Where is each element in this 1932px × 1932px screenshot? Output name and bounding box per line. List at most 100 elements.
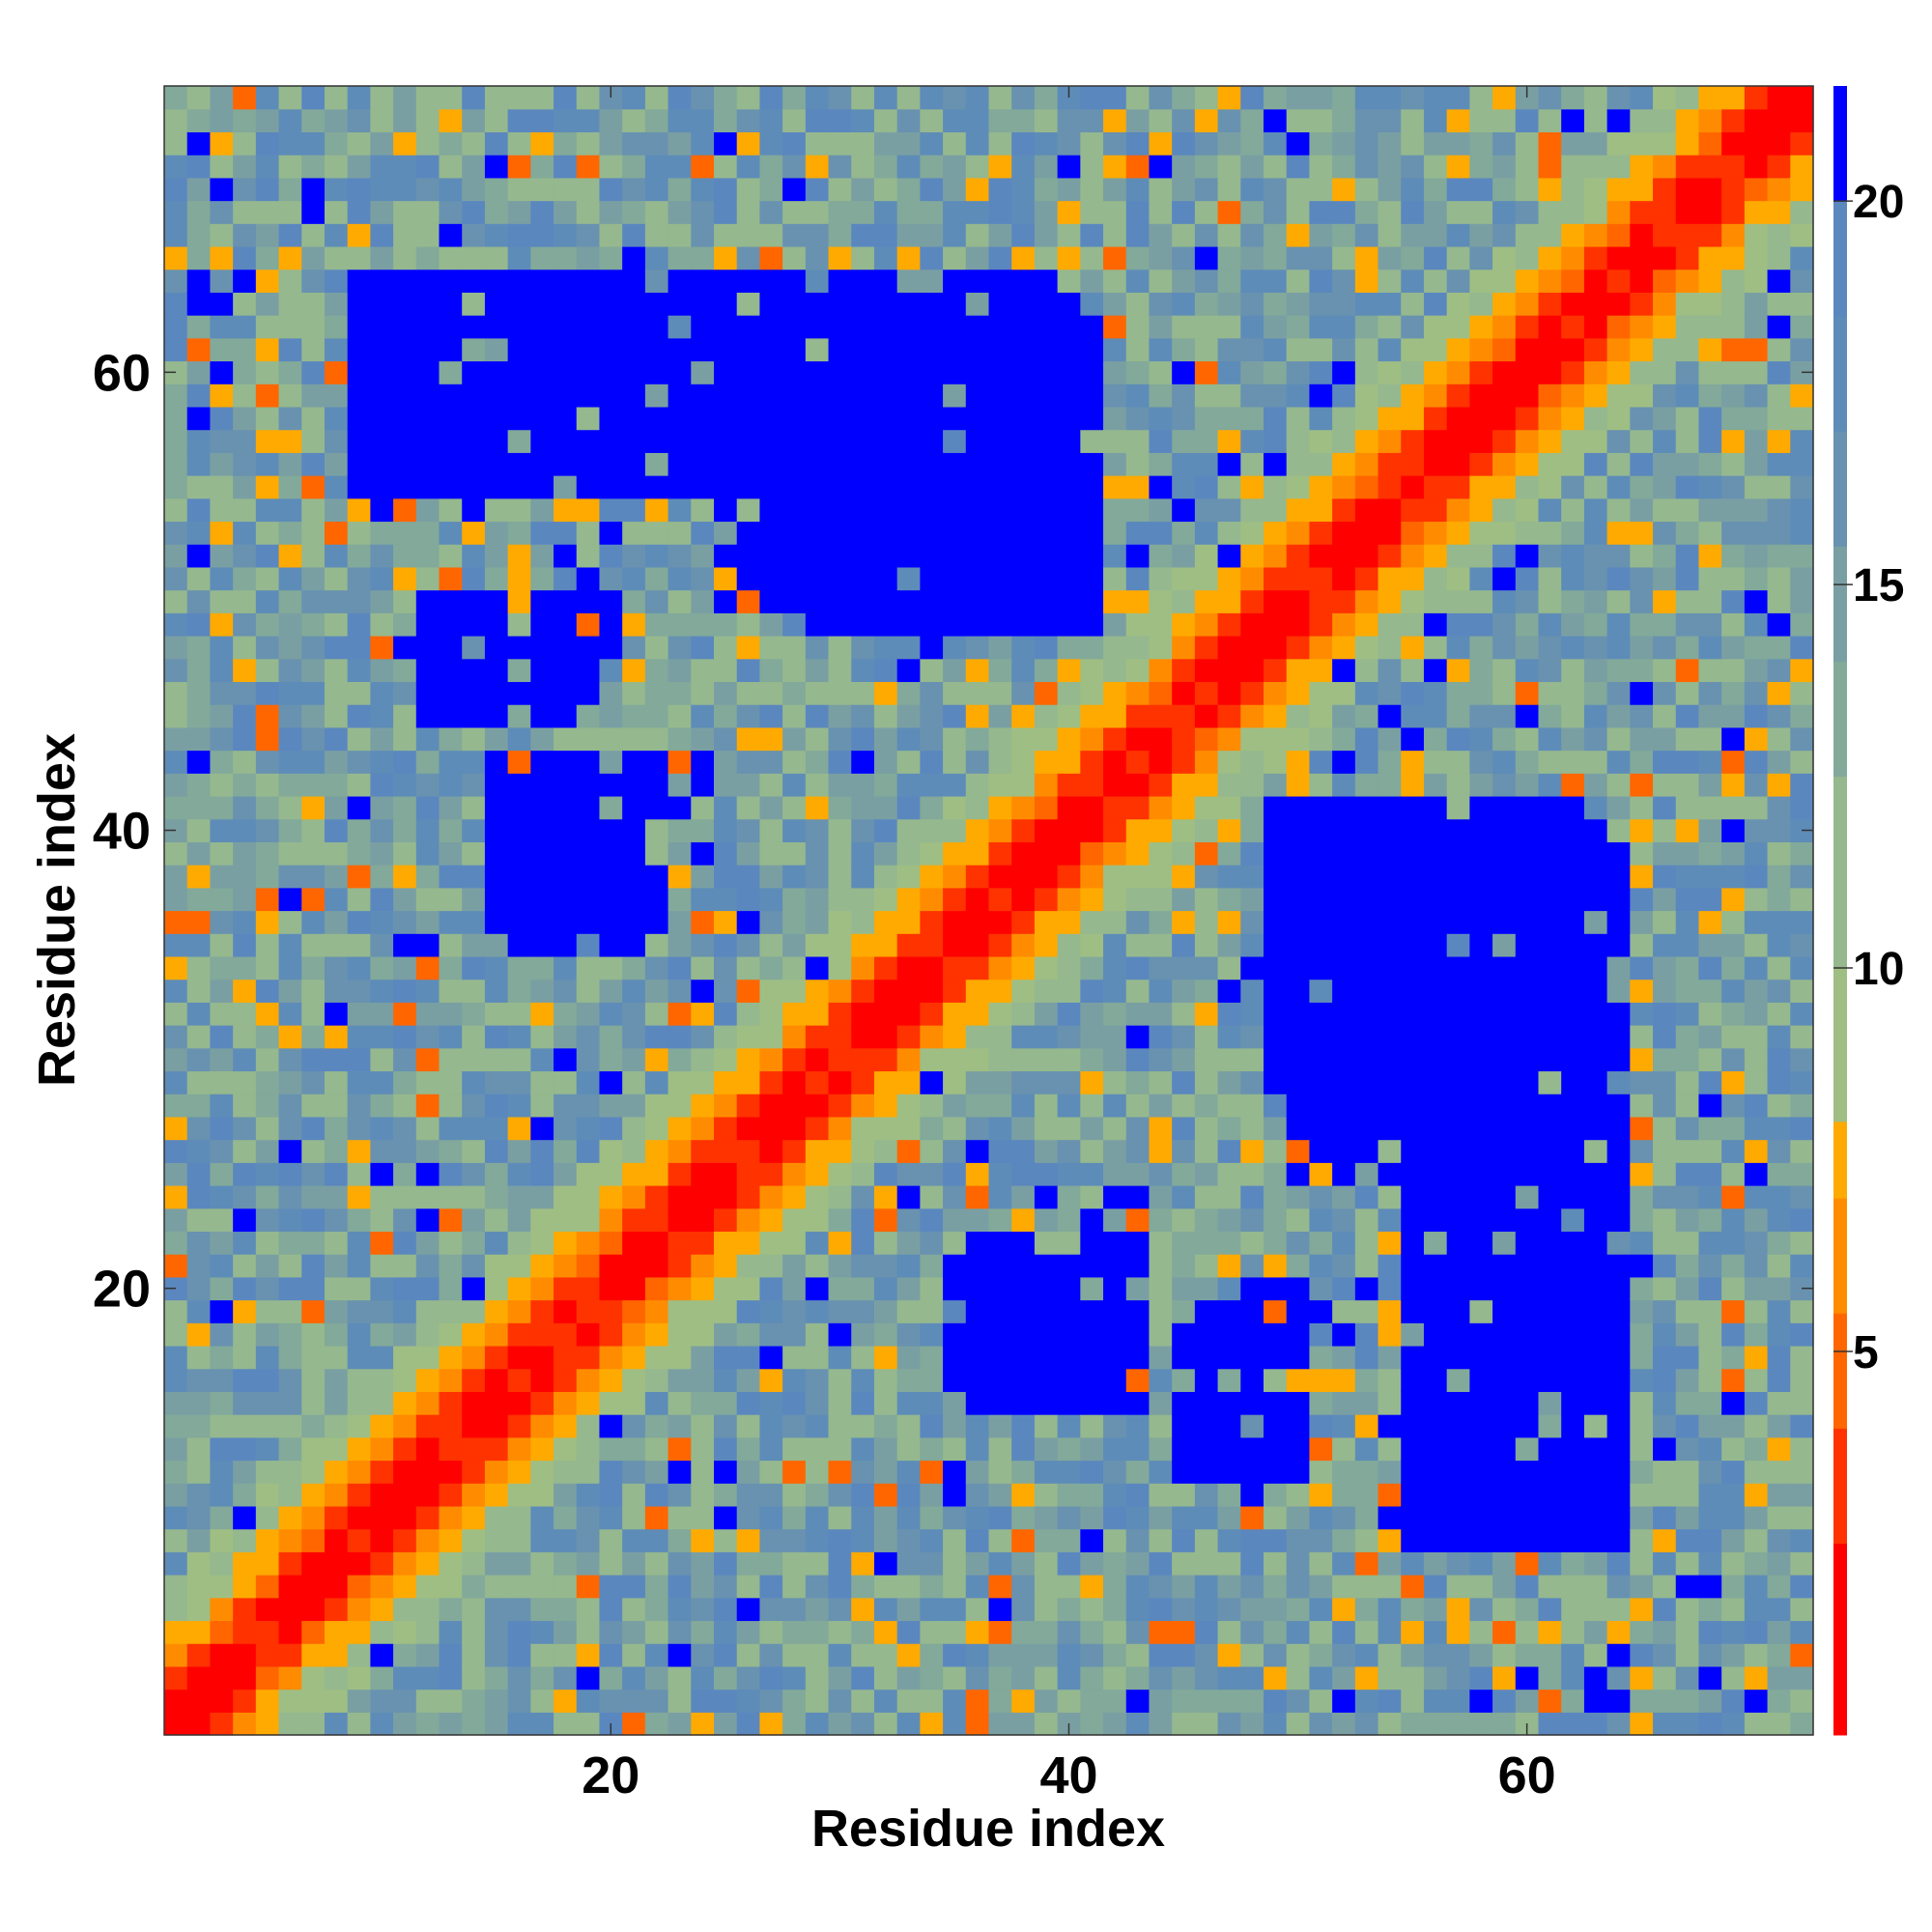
heatmap-cell (759, 795, 783, 820)
heatmap-cell (1744, 1368, 1769, 1392)
heatmap-cell (736, 223, 761, 247)
heatmap-cell (599, 1665, 623, 1690)
heatmap-cell (691, 979, 715, 1003)
heatmap-cell (164, 681, 188, 705)
heatmap-cell (988, 979, 1012, 1003)
heatmap-cell (599, 681, 623, 705)
heatmap-cell (1240, 681, 1264, 705)
heatmap-cell (599, 865, 623, 889)
heatmap-cell (1515, 1139, 1540, 1163)
heatmap-cell (1194, 131, 1219, 156)
heatmap-cell (965, 1620, 990, 1644)
heatmap-cell (1125, 704, 1151, 728)
heatmap-cell (1561, 841, 1585, 866)
heatmap-cell (782, 1047, 807, 1072)
heatmap-cell (736, 612, 761, 637)
heatmap-cell (415, 887, 440, 912)
heatmap-cell (484, 1162, 509, 1186)
heatmap-cell (1217, 1002, 1241, 1026)
heatmap-cell (988, 612, 1012, 637)
heatmap-cell (1011, 887, 1036, 912)
heatmap-cell (599, 544, 623, 568)
heatmap-cell (1194, 1689, 1219, 1713)
heatmap-cell (1149, 475, 1173, 499)
heatmap-cell (1149, 979, 1173, 1003)
heatmap-cell (1446, 544, 1470, 568)
heatmap-cell (759, 1483, 783, 1507)
heatmap-cell (1469, 86, 1493, 110)
heatmap-cell (1125, 1231, 1151, 1255)
heatmap-cell (1698, 1391, 1722, 1415)
heatmap-cell (1423, 1643, 1448, 1667)
heatmap-cell (1286, 1208, 1311, 1233)
heatmap-cell (1354, 521, 1379, 545)
heatmap-cell (1194, 177, 1219, 202)
heatmap-cell (507, 1162, 531, 1186)
heatmap-cell (988, 384, 1012, 408)
heatmap-cell (1492, 155, 1517, 179)
heatmap-cell (1057, 795, 1081, 820)
heatmap-cell (1378, 1094, 1402, 1118)
heatmap-cell (301, 521, 326, 545)
heatmap-cell (943, 406, 967, 431)
heatmap-cell (554, 704, 578, 728)
heatmap-cell (1172, 1436, 1196, 1462)
heatmap-cell (943, 955, 967, 980)
heatmap-cell (1264, 1002, 1288, 1026)
heatmap-cell (1194, 865, 1219, 889)
heatmap-cell (851, 406, 875, 431)
heatmap-cell (851, 658, 875, 683)
heatmap-cell (1080, 131, 1104, 156)
heatmap-cell (530, 1345, 554, 1370)
heatmap-cell (324, 1254, 349, 1278)
heatmap-cell (805, 612, 830, 637)
heatmap-cell (210, 1483, 234, 1507)
heatmap-cell (736, 1094, 761, 1118)
heatmap-cell (462, 544, 486, 568)
heatmap-cell (1149, 636, 1173, 660)
heatmap-cell (462, 658, 486, 683)
heatmap-cell (1469, 315, 1493, 339)
heatmap-cell (691, 1162, 715, 1186)
heatmap-cell (920, 955, 944, 980)
heatmap-cell (1172, 658, 1196, 683)
heatmap-cell (1057, 933, 1081, 957)
heatmap-cell (943, 1070, 967, 1094)
heatmap-cell (255, 475, 280, 499)
heatmap-cell (1744, 1391, 1769, 1415)
heatmap-cell (828, 1483, 852, 1507)
heatmap-cell (1515, 1047, 1540, 1072)
heatmap-cell (805, 86, 830, 110)
heatmap-cell (965, 658, 990, 683)
heatmap-cell (1653, 177, 1677, 202)
heatmap-cell (1378, 1505, 1402, 1530)
heatmap-cell (484, 1276, 509, 1301)
heatmap-cell (1721, 589, 1746, 613)
heatmap-cell (1378, 865, 1402, 889)
heatmap-cell (943, 108, 967, 133)
heatmap-cell (1630, 1094, 1654, 1118)
heatmap-cell (782, 910, 807, 934)
heatmap-cell (507, 131, 531, 156)
heatmap-cell (1149, 1528, 1173, 1552)
heatmap-cell (530, 1551, 554, 1576)
heatmap-cell (1194, 384, 1219, 408)
heatmap-cell (301, 1436, 326, 1462)
heatmap-cell (828, 1689, 852, 1713)
heatmap-cell (1240, 658, 1264, 683)
heatmap-cell (1217, 818, 1241, 842)
heatmap-cell (1354, 1116, 1379, 1141)
heatmap-cell (1515, 131, 1540, 156)
heatmap-cell (1515, 108, 1540, 133)
heatmap-cell (530, 292, 554, 316)
heatmap-cell (873, 887, 898, 912)
heatmap-cell (1354, 979, 1379, 1003)
heatmap-cell (324, 1391, 349, 1415)
heatmap-cell (1538, 1094, 1562, 1118)
heatmap-cell (622, 818, 646, 842)
heatmap-cell (828, 1665, 852, 1690)
heatmap-cell (1469, 475, 1493, 499)
heatmap-cell (805, 841, 830, 866)
heatmap-cell (1675, 1460, 1700, 1484)
